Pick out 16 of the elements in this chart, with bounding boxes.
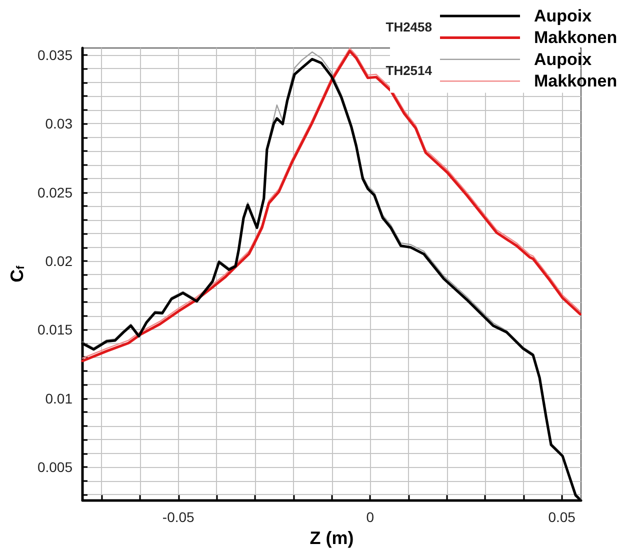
y-tick-label: 0.01 [45, 390, 73, 406]
y-tick-label: 0.035 [37, 46, 73, 63]
x-tick-label: -0.05 [162, 509, 195, 526]
text: TH2458 [386, 19, 432, 34]
y-tick-label: 0.015 [37, 322, 73, 338]
x-axis-title: Z (m) [310, 528, 354, 548]
annotation: TH2514 [386, 62, 433, 78]
y-tick-label: 0.005 [37, 459, 73, 476]
y-tick-label: 0.03 [45, 116, 73, 132]
x-tick-label: 0.05 [548, 509, 576, 526]
y-tick-label: 0.025 [37, 184, 73, 200]
x-tick-label: 0 [366, 509, 374, 526]
legend-label: Aupoix [534, 6, 592, 26]
y-axis-title: Cf [7, 265, 27, 282]
legend-label: Makkonen [534, 28, 618, 48]
y-tick-label: 0.02 [45, 252, 73, 269]
